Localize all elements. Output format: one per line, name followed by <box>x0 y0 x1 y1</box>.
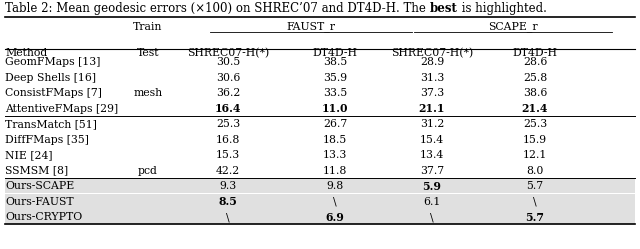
Text: AttentiveFMaps [29]: AttentiveFMaps [29] <box>5 104 118 114</box>
Text: 38.5: 38.5 <box>323 57 347 67</box>
Text: SSMSM [8]: SSMSM [8] <box>5 166 68 176</box>
Text: DT4D-H: DT4D-H <box>312 48 358 58</box>
Text: Test: Test <box>137 48 159 58</box>
Text: Ours-FAUST: Ours-FAUST <box>5 196 74 206</box>
Text: 37.7: 37.7 <box>420 166 444 176</box>
Text: SHREC07-H(*): SHREC07-H(*) <box>391 48 473 58</box>
Text: Train: Train <box>133 22 163 32</box>
Text: GeomFMaps [13]: GeomFMaps [13] <box>5 57 100 67</box>
Text: 38.6: 38.6 <box>523 88 547 98</box>
Text: ConsistFMaps [7]: ConsistFMaps [7] <box>5 88 102 98</box>
Text: 15.4: 15.4 <box>420 134 444 144</box>
Text: 30.5: 30.5 <box>216 57 240 67</box>
Text: 28.6: 28.6 <box>523 57 547 67</box>
Text: \: \ <box>430 212 434 222</box>
Text: SHREC07-H(*): SHREC07-H(*) <box>187 48 269 58</box>
Text: 30.6: 30.6 <box>216 72 240 82</box>
Text: 13.4: 13.4 <box>420 150 444 160</box>
Text: 6.9: 6.9 <box>326 211 344 223</box>
Text: 35.9: 35.9 <box>323 72 347 82</box>
Text: 13.3: 13.3 <box>323 150 347 160</box>
Text: Table 2: Mean geodesic errors (×100) on SHREC’07 and DT4D-H. The: Table 2: Mean geodesic errors (×100) on … <box>5 1 429 14</box>
Text: 25.3: 25.3 <box>216 119 240 129</box>
Text: 8.5: 8.5 <box>219 196 237 207</box>
Text: 9.8: 9.8 <box>326 181 344 191</box>
Text: SCAPE_r: SCAPE_r <box>488 22 538 32</box>
Text: 25.8: 25.8 <box>523 72 547 82</box>
Text: Deep Shells [16]: Deep Shells [16] <box>5 72 96 82</box>
Text: Method: Method <box>5 48 47 58</box>
Text: 6.1: 6.1 <box>423 196 441 206</box>
Text: 37.3: 37.3 <box>420 88 444 98</box>
Text: FAUST_r: FAUST_r <box>287 22 335 32</box>
Text: Ours-SCAPE: Ours-SCAPE <box>5 181 74 191</box>
Text: 11.8: 11.8 <box>323 166 347 176</box>
Text: 11.0: 11.0 <box>322 103 348 114</box>
Text: mesh: mesh <box>133 88 163 98</box>
Text: NIE [24]: NIE [24] <box>5 150 52 160</box>
Text: 42.2: 42.2 <box>216 166 240 176</box>
Text: \: \ <box>333 196 337 206</box>
Text: 26.7: 26.7 <box>323 119 347 129</box>
Text: is highlighted.: is highlighted. <box>458 1 547 14</box>
Text: 12.1: 12.1 <box>523 150 547 160</box>
Text: 15.9: 15.9 <box>523 134 547 144</box>
Text: Ours-CRYPTO: Ours-CRYPTO <box>5 212 83 222</box>
Text: 16.4: 16.4 <box>215 103 241 114</box>
Text: TransMatch [51]: TransMatch [51] <box>5 119 97 129</box>
Bar <box>5 178 635 193</box>
Text: 25.3: 25.3 <box>523 119 547 129</box>
Text: 36.2: 36.2 <box>216 88 240 98</box>
Text: 8.0: 8.0 <box>526 166 544 176</box>
Text: 5.7: 5.7 <box>527 181 543 191</box>
Text: DT4D-H: DT4D-H <box>513 48 557 58</box>
Text: 15.3: 15.3 <box>216 150 240 160</box>
Text: best: best <box>429 1 458 14</box>
Bar <box>5 194 635 209</box>
Text: 33.5: 33.5 <box>323 88 347 98</box>
Text: 9.3: 9.3 <box>220 181 237 191</box>
Text: 5.7: 5.7 <box>525 211 545 223</box>
Text: 5.9: 5.9 <box>422 181 442 191</box>
Text: DiffFMaps [35]: DiffFMaps [35] <box>5 134 89 144</box>
Text: 31.2: 31.2 <box>420 119 444 129</box>
Text: 16.8: 16.8 <box>216 134 240 144</box>
Text: 21.4: 21.4 <box>522 103 548 114</box>
Text: \: \ <box>226 212 230 222</box>
Text: \: \ <box>533 196 537 206</box>
Text: 28.9: 28.9 <box>420 57 444 67</box>
Text: 31.3: 31.3 <box>420 72 444 82</box>
Text: 21.1: 21.1 <box>419 103 445 114</box>
Text: pcd: pcd <box>138 166 158 176</box>
Bar <box>5 209 635 224</box>
Text: 18.5: 18.5 <box>323 134 347 144</box>
